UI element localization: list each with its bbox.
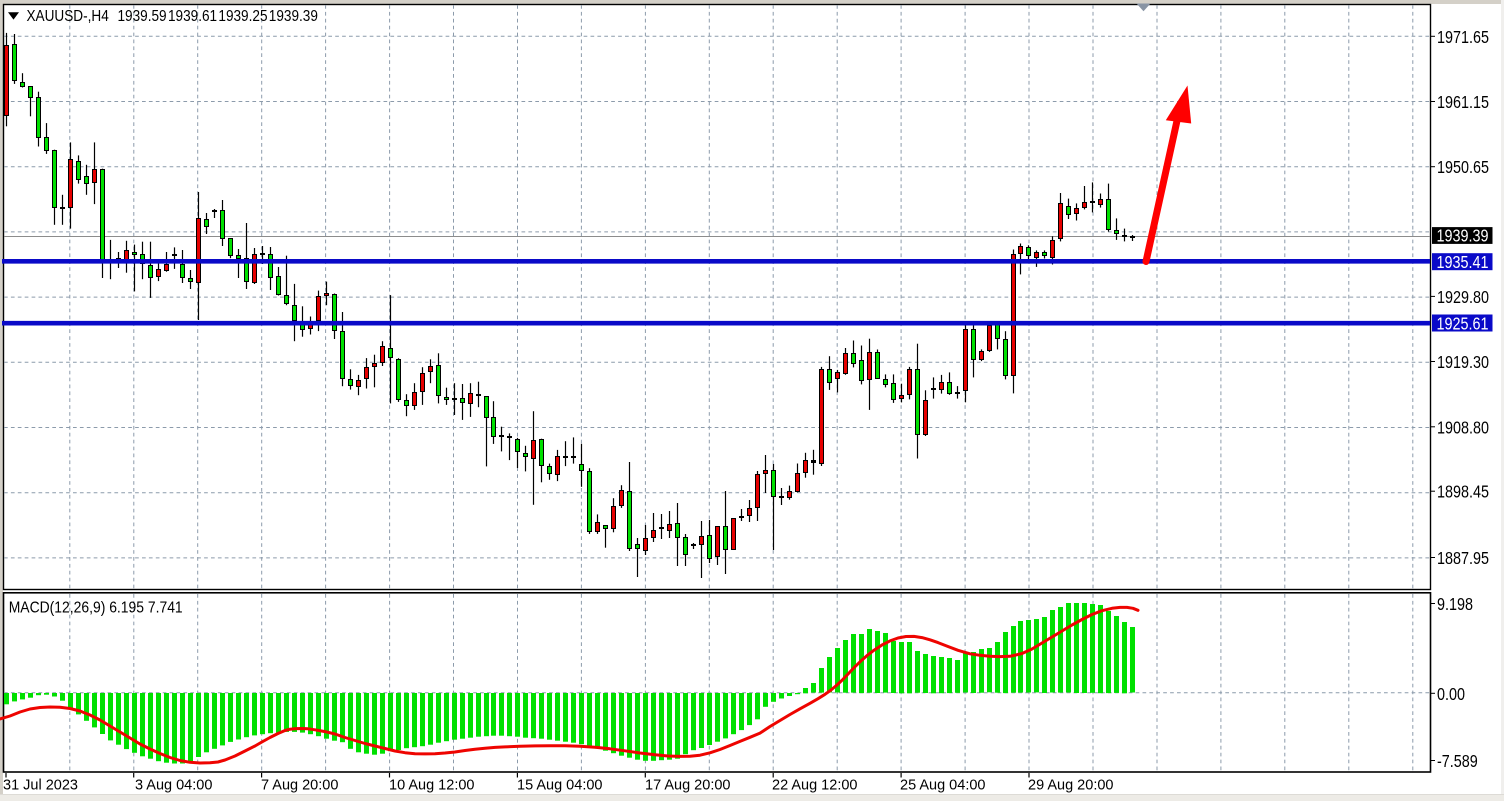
svg-text:-7.589: -7.589 — [1437, 752, 1478, 772]
svg-text:17 Aug 20:00: 17 Aug 20:00 — [645, 778, 730, 794]
svg-text:1898.45: 1898.45 — [1437, 482, 1489, 502]
svg-text:22 Aug 12:00: 22 Aug 12:00 — [772, 778, 857, 794]
svg-text:0.00: 0.00 — [1437, 684, 1465, 704]
svg-text:1919.30: 1919.30 — [1437, 353, 1489, 373]
svg-text:25 Aug 04:00: 25 Aug 04:00 — [900, 778, 985, 794]
svg-text:1939.39: 1939.39 — [1437, 226, 1489, 246]
svg-text:31 Jul 2023: 31 Jul 2023 — [3, 778, 78, 794]
svg-text:29 Aug 20:00: 29 Aug 20:00 — [1028, 778, 1113, 794]
svg-text:1961.15: 1961.15 — [1437, 93, 1489, 113]
svg-text:1925.61: 1925.61 — [1437, 314, 1489, 334]
svg-text:1887.95: 1887.95 — [1437, 549, 1489, 569]
svg-text:XAUUSD-,H4: XAUUSD-,H4 — [27, 8, 109, 25]
svg-text:1939.39: 1939.39 — [269, 8, 318, 25]
svg-text:1939.61: 1939.61 — [168, 8, 217, 25]
svg-text:7 Aug 20:00: 7 Aug 20:00 — [261, 778, 338, 794]
svg-text:3 Aug 04:00: 3 Aug 04:00 — [135, 778, 212, 794]
svg-text:1971.65: 1971.65 — [1437, 27, 1489, 47]
svg-text:15 Aug 04:00: 15 Aug 04:00 — [517, 778, 602, 794]
svg-text:1935.41: 1935.41 — [1437, 253, 1489, 273]
svg-text:1929.80: 1929.80 — [1437, 287, 1489, 307]
svg-text:9.198: 9.198 — [1437, 595, 1473, 615]
svg-text:1908.80: 1908.80 — [1437, 418, 1489, 438]
svg-text:1950.65: 1950.65 — [1437, 158, 1489, 178]
svg-text:1939.25: 1939.25 — [218, 8, 267, 25]
svg-text:1939.59: 1939.59 — [118, 8, 167, 25]
svg-text:MACD(12,26,9) 6.195 7.741: MACD(12,26,9) 6.195 7.741 — [9, 599, 183, 617]
svg-text:10 Aug 12:00: 10 Aug 12:00 — [389, 778, 474, 794]
